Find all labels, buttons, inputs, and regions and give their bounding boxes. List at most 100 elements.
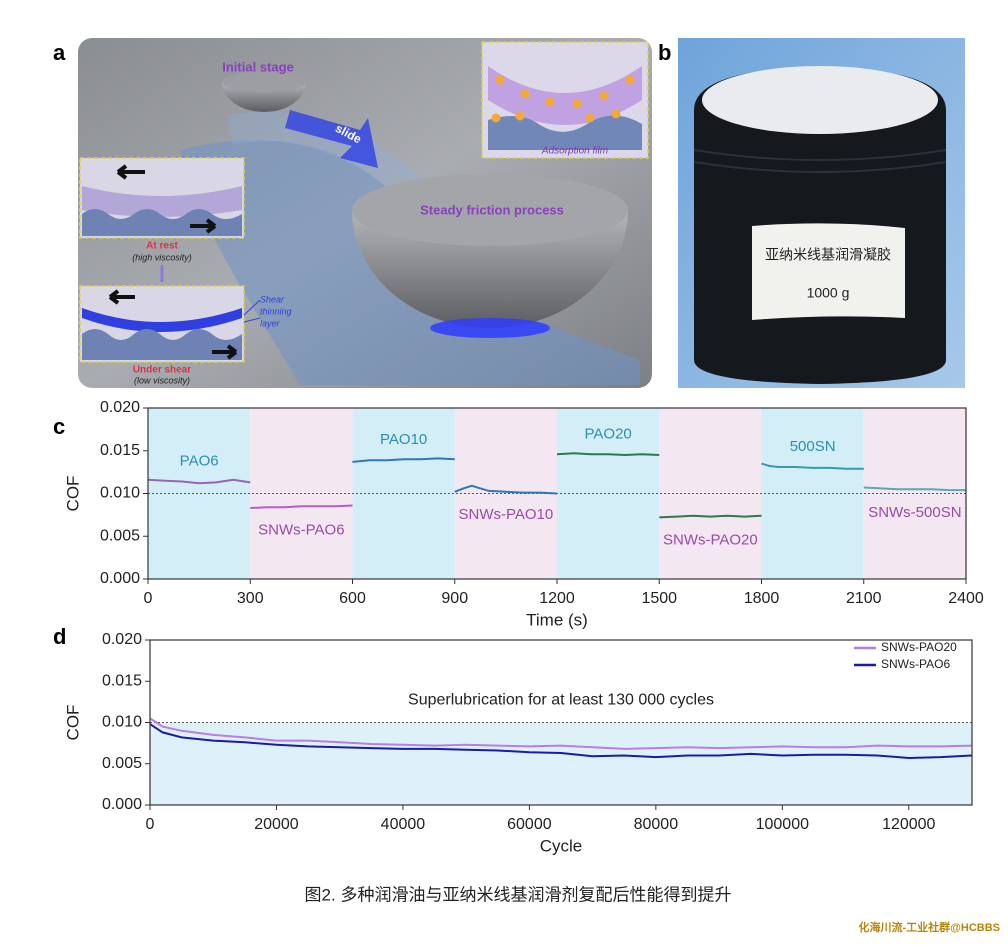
series-label: PAO10: [380, 431, 427, 448]
inset-gel: [82, 186, 242, 217]
series-line: [149, 717, 973, 750]
x-tick-label: 80000: [634, 816, 679, 833]
chart: c PAO6 SNWs-PAO6 PAO10 SNWs-PAO10 PAO20 SNWs-P…: [53, 399, 984, 629]
contact-glow: [430, 318, 550, 338]
low-viscosity: (low viscosity): [134, 375, 190, 385]
series-line: [454, 484, 558, 495]
series-band: [659, 408, 762, 579]
series-band: [863, 408, 966, 579]
annotation: Superlubrication for at least 130 000 cy…: [408, 692, 714, 709]
x-tick-label: 20000: [254, 816, 299, 833]
legend-label: SNWs-PAO20: [881, 640, 957, 654]
x-tick-label: 300: [237, 590, 264, 607]
y-tick-label: 0.005: [100, 527, 140, 544]
y-tick-label: 0.015: [100, 442, 140, 459]
pointer: [243, 299, 261, 323]
arrow: [212, 344, 238, 360]
high-viscosity: (high viscosity): [132, 252, 192, 262]
inset-shear-layer: [82, 308, 242, 332]
panel-b: b 亚纳米线基润滑凝胶 1000 g: [658, 38, 965, 388]
arrow: [190, 218, 217, 234]
molecule: [495, 75, 505, 85]
under-shear: Under shear: [133, 365, 191, 376]
y-axis-label: COF: [63, 705, 82, 741]
caption: 图2. 多种润滑油与亚纳米线基润滑剂复配后性能得到提升: [305, 885, 732, 904]
shear-layer: layer: [260, 318, 281, 328]
molecule: [625, 75, 635, 85]
panel-a: a Initial stage slide Steady friction pr…: [53, 38, 652, 388]
slide-arrow: [285, 110, 378, 168]
y-tick-label: 0.000: [102, 796, 142, 813]
x-tick-label: 120000: [882, 816, 935, 833]
gel-surface: [702, 66, 938, 134]
panel-label: d: [53, 624, 66, 649]
series-band: [148, 408, 251, 579]
y-tick-label: 0.005: [102, 755, 142, 772]
panel-label: c: [53, 414, 65, 439]
x-axis-label: Cycle: [540, 836, 583, 855]
legend-label: SNWs-PAO6: [881, 657, 950, 671]
x-tick-label: 100000: [756, 816, 809, 833]
arrow: [108, 289, 135, 305]
series-line: [352, 457, 455, 463]
series-line: [863, 486, 966, 492]
series-label: PAO6: [180, 452, 219, 469]
inset-surface: [82, 209, 242, 236]
series-label: SNWs-PAO10: [459, 506, 554, 523]
adsorption-label: Adsorption film: [541, 146, 608, 157]
series-label: SNWs-500SN: [868, 504, 961, 521]
y-tick-label: 0.010: [102, 714, 142, 731]
chart: d 0 20000 40000 60000 80000 100000 120000 0.000 0…: [53, 624, 973, 855]
x-tick-label: 0: [146, 816, 155, 833]
x-tick-label: 40000: [381, 816, 426, 833]
at-rest: At rest: [146, 241, 178, 252]
series-line: [147, 478, 251, 485]
molecule: [545, 97, 555, 107]
x-tick-label: 600: [339, 590, 366, 607]
x-tick-label: 2100: [846, 590, 882, 607]
inset-surface: [488, 115, 642, 150]
jar-rim: [693, 161, 947, 173]
molecule: [491, 113, 501, 123]
series-label: 500SN: [790, 438, 836, 455]
y-axis-label: COF: [63, 476, 82, 512]
inset-surface: [82, 329, 242, 360]
series-label: SNWs-PAO6: [258, 522, 344, 539]
series-line: [761, 462, 864, 470]
initial-stage: Initial stage: [222, 59, 294, 74]
jar-label: [752, 223, 905, 320]
molecule: [599, 91, 609, 101]
x-axis-label: Time (s): [526, 610, 588, 629]
y-tick-label: 0.000: [100, 570, 140, 587]
y-tick-label: 0.020: [100, 399, 140, 416]
big-ball-top: [352, 174, 628, 246]
reference-fill: [150, 722, 972, 805]
x-tick-label: 900: [441, 590, 468, 607]
y-tick-label: 0.015: [102, 672, 142, 689]
x-tick-label: 1500: [641, 590, 677, 607]
series-line: [250, 504, 353, 509]
x-tick-label: 1200: [539, 590, 575, 607]
jar-mass: 1000 g: [807, 285, 850, 301]
molecule: [572, 99, 582, 109]
x-tick-label: 60000: [507, 816, 552, 833]
molecule: [611, 109, 621, 119]
y-tick-label: 0.010: [100, 485, 140, 502]
series-line: [659, 514, 762, 519]
steady-label: Steady friction process: [420, 202, 564, 217]
panel-label: a: [53, 40, 66, 65]
series-label: PAO20: [585, 425, 632, 442]
shear-layer: thinning: [260, 306, 292, 316]
jar-rim: [693, 149, 947, 161]
series-line: [556, 452, 660, 457]
x-tick-label: 0: [144, 590, 153, 607]
arrow: [116, 164, 145, 180]
jar-label-text: 亚纳米线基润滑凝胶: [765, 247, 891, 263]
x-tick-label: 2400: [948, 590, 984, 607]
shear-layer: Shear: [260, 294, 285, 304]
series-label: SNWs-PAO20: [663, 531, 758, 548]
inset-film: [488, 66, 642, 125]
series-line: [149, 723, 973, 760]
